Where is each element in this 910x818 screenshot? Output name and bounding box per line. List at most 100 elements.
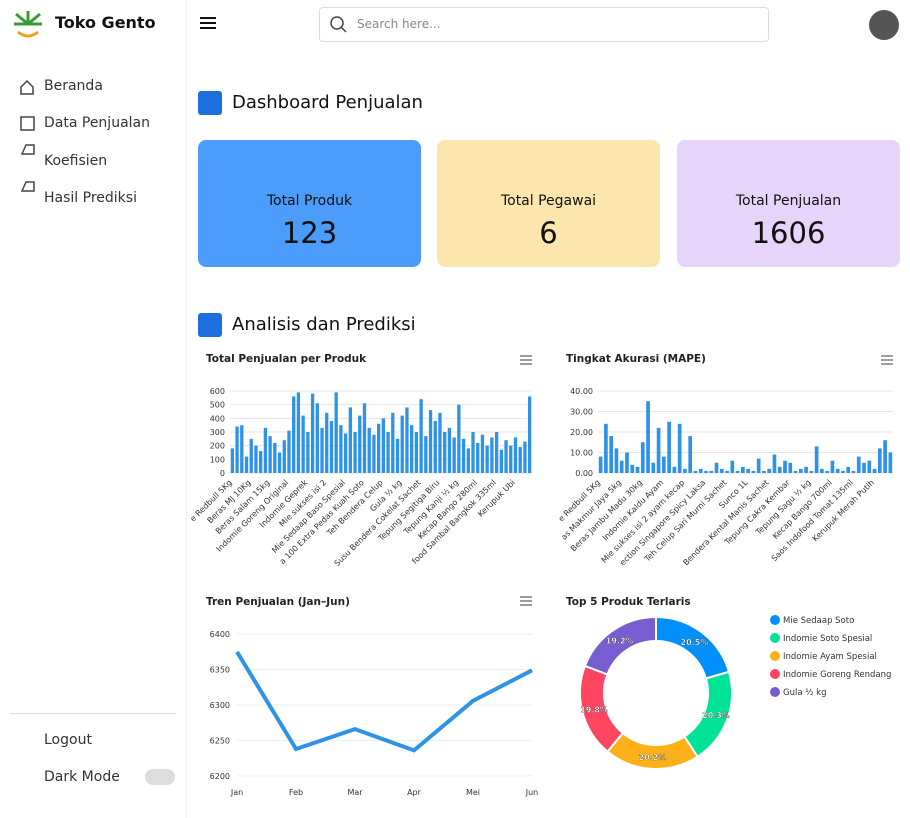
bar xyxy=(635,466,640,473)
card-label: Total Produk xyxy=(266,193,353,209)
dark-mode[interactable]: Dark Mode xyxy=(44,769,120,785)
logout[interactable]: Logout xyxy=(44,732,92,748)
x-tick-label: a 100 Extra Pedas Kuah Soto xyxy=(278,478,366,566)
bar xyxy=(249,438,253,473)
bar xyxy=(756,458,761,473)
bar xyxy=(438,412,442,473)
bar xyxy=(719,468,724,473)
card-value: 1606 xyxy=(751,216,826,250)
bar xyxy=(825,470,829,473)
avatar[interactable] xyxy=(869,10,899,40)
x-tick-label: Gula ½ kg xyxy=(368,478,403,513)
bar xyxy=(698,468,703,473)
bar xyxy=(461,438,466,473)
section-icon xyxy=(198,91,222,115)
slice-label: 19.8% xyxy=(580,705,608,714)
legend-label: Indomie Ayam Spesial xyxy=(783,652,877,662)
bar xyxy=(672,466,677,473)
bar xyxy=(273,442,277,473)
bar xyxy=(619,460,624,473)
bar xyxy=(646,401,650,473)
bar xyxy=(625,452,629,473)
x-tick-label: Feb xyxy=(289,788,303,797)
legend-swatch xyxy=(770,633,780,643)
bar xyxy=(277,452,282,473)
bar xyxy=(867,460,872,473)
chart-title: Tingkat Akurasi (MAPE) xyxy=(566,353,706,365)
chart-title: Tren Penjualan (Jan–Jun) xyxy=(206,596,350,608)
bar xyxy=(268,436,272,473)
menu-item[interactable]: Data Penjualan xyxy=(44,115,150,131)
bar xyxy=(480,434,485,473)
sidebar: Toko Gento Beranda Data Penjualan Koefis… xyxy=(0,0,187,818)
bar xyxy=(230,448,235,473)
x-tick-label: e Redbull 5Kg xyxy=(188,478,233,523)
hamburger[interactable] xyxy=(199,15,217,31)
legend-swatch xyxy=(770,669,780,679)
bar xyxy=(693,470,698,473)
bar xyxy=(353,432,357,473)
x-tick-label: Teh Bendera Celup xyxy=(325,478,385,538)
bar xyxy=(614,448,619,473)
search-box[interactable]: Search here... xyxy=(319,7,769,42)
y-tick-label: 10.00 xyxy=(570,449,593,458)
x-tick-label: Beras Jambu Madu 30kg xyxy=(569,478,644,553)
donut-slice xyxy=(655,615,731,680)
x-tick-label: Apr xyxy=(407,788,422,797)
bar xyxy=(296,392,301,473)
x-tick-label: Beras Salam 15kg xyxy=(214,478,272,536)
y-tick-label: 200 xyxy=(210,442,225,451)
y-tick-label: 0.00 xyxy=(575,469,593,478)
x-tick-label: Kerupuk Ubi xyxy=(476,478,517,519)
legend-swatch xyxy=(770,651,780,661)
x-tick-label: Tepung Segitiga Biru xyxy=(376,478,441,543)
bar xyxy=(339,425,343,473)
y-tick-label: 500 xyxy=(210,401,225,410)
bar xyxy=(466,448,470,473)
bar xyxy=(395,438,400,473)
x-tick-label: Kecap Bango 700ml xyxy=(771,478,834,541)
bar xyxy=(523,441,527,473)
legend-swatch xyxy=(770,615,780,625)
y-tick-label: 20.00 xyxy=(570,428,593,437)
x-tick-label: Sunco 1L xyxy=(717,478,750,511)
bar xyxy=(433,421,437,473)
bar xyxy=(457,404,461,473)
bar xyxy=(428,410,433,473)
bar xyxy=(772,454,777,473)
x-tick-label: Susu Bendera Cokelat Sachet xyxy=(333,478,423,568)
x-tick-label: Teh Celup Sari Murni Sachet xyxy=(642,478,728,564)
menu-icons xyxy=(20,79,35,192)
x-tick-label: Tepung Cakra Kembar xyxy=(722,478,792,548)
section-title: Dashboard Penjualan xyxy=(232,92,423,113)
bar xyxy=(485,445,489,473)
slice-label: 19.2% xyxy=(606,636,634,645)
bar xyxy=(414,432,419,473)
y-tick-label: 6200 xyxy=(210,772,230,781)
bar xyxy=(471,432,475,473)
bar xyxy=(235,426,239,473)
bar xyxy=(240,425,244,473)
bar xyxy=(804,466,808,473)
y-tick-label: 300 xyxy=(210,428,225,437)
menu-item[interactable]: Hasil Prediksi xyxy=(44,190,137,206)
toggle[interactable] xyxy=(145,769,175,785)
bar xyxy=(494,432,499,473)
bar xyxy=(452,437,456,473)
y-tick-label: 40.00 xyxy=(570,387,593,396)
bar xyxy=(688,436,693,473)
bar xyxy=(662,456,666,473)
bar xyxy=(348,407,352,473)
x-tick-label: Mar xyxy=(347,788,363,797)
menu-item[interactable]: Koefisien xyxy=(44,153,108,169)
bar xyxy=(320,427,324,473)
x-tick-label: food Sambal Bangkok 335ml xyxy=(410,478,498,566)
bar xyxy=(419,399,423,473)
bar xyxy=(424,436,428,473)
bar xyxy=(714,462,719,473)
bar xyxy=(709,470,714,473)
bar xyxy=(244,456,249,473)
bar xyxy=(287,430,291,473)
menu-item[interactable]: Beranda xyxy=(44,78,103,94)
x-tick-label: Mie Sedaap Baso Spesial xyxy=(270,478,347,555)
